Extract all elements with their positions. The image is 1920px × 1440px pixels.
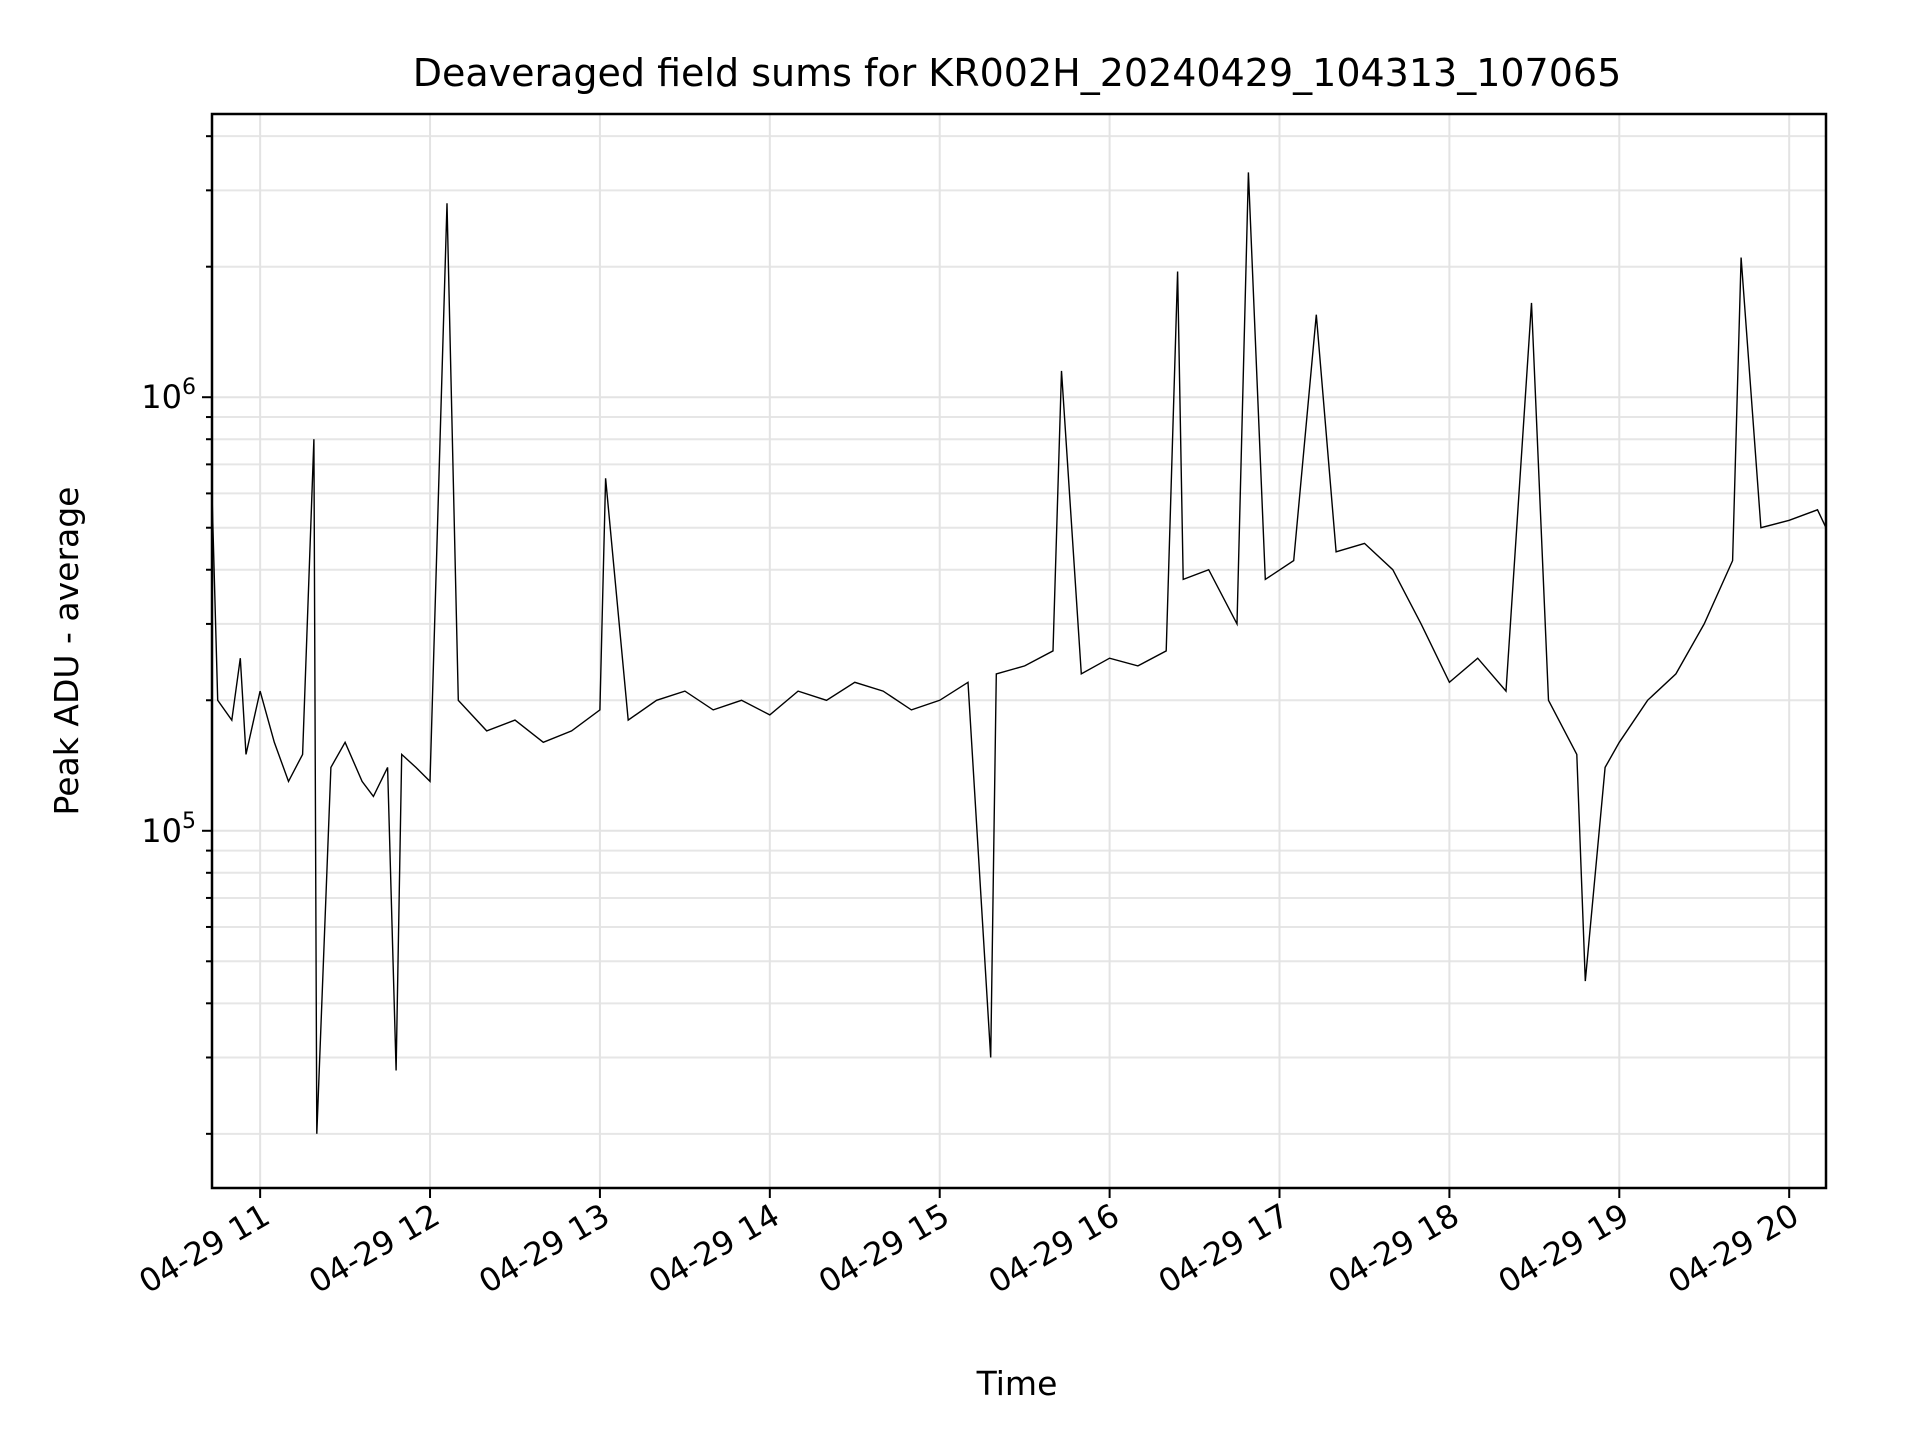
grid bbox=[212, 114, 1826, 1188]
y-tick-label: 105 bbox=[141, 809, 196, 850]
plot-frame bbox=[210, 112, 1828, 1190]
y-axis: 105 106 bbox=[141, 135, 212, 1135]
series-layer bbox=[211, 172, 1827, 1134]
series-line bbox=[211, 172, 1827, 1134]
y-tick-label: 106 bbox=[141, 375, 196, 416]
x-axis-label: Time bbox=[976, 1364, 1058, 1403]
chart-title: Deaveraged field sums for KR002H_2024042… bbox=[413, 51, 1622, 95]
y-axis-label: Peak ADU - average bbox=[47, 487, 86, 816]
